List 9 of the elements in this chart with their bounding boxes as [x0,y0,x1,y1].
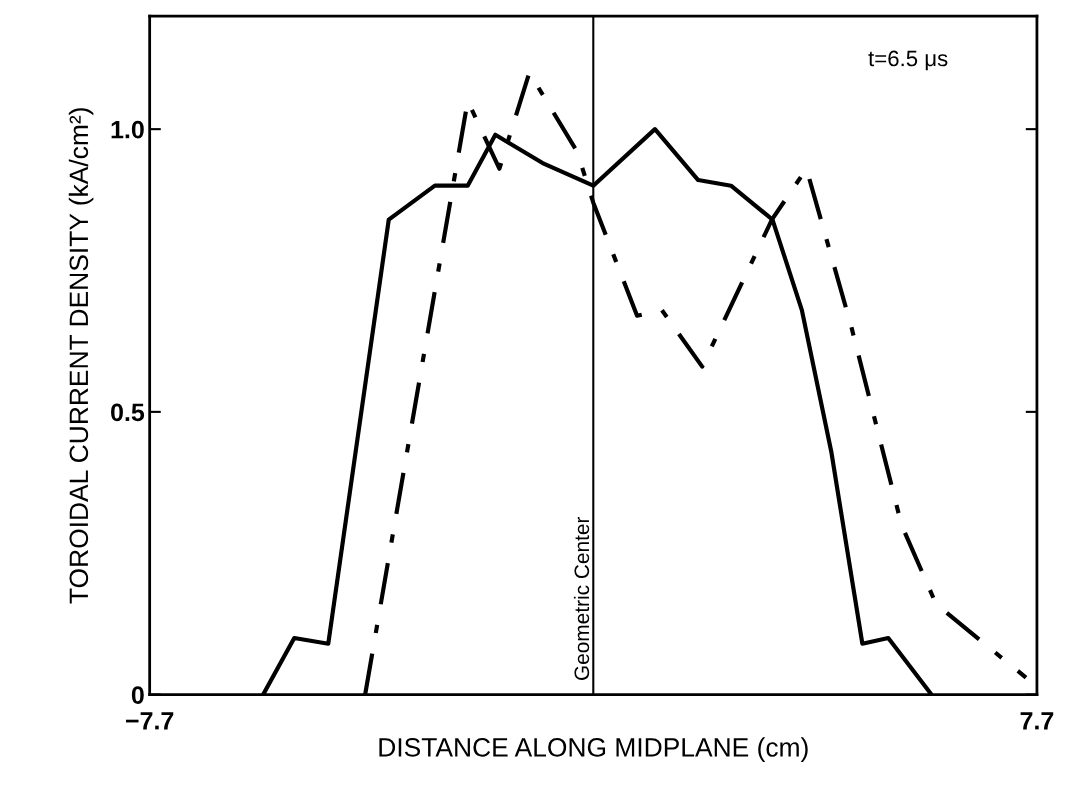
x-tick-label: 7.7 [1020,712,1054,730]
y-axis-title: TOROIDAL CURRENT DENSITY (kA/cm²) [68,108,94,604]
x-axis-title: DISTANCE ALONG MIDPLANE (cm) [379,737,808,762]
x-tick-label: −7.7 [126,712,174,730]
annotation: t=6.5 μs [868,50,948,71]
y-tick-label: 0.5 [111,403,145,422]
y-tick-label: 0 [131,686,144,704]
ref-line-label: Geometric Center [573,516,590,680]
y-tick-label: 1.0 [111,120,144,139]
